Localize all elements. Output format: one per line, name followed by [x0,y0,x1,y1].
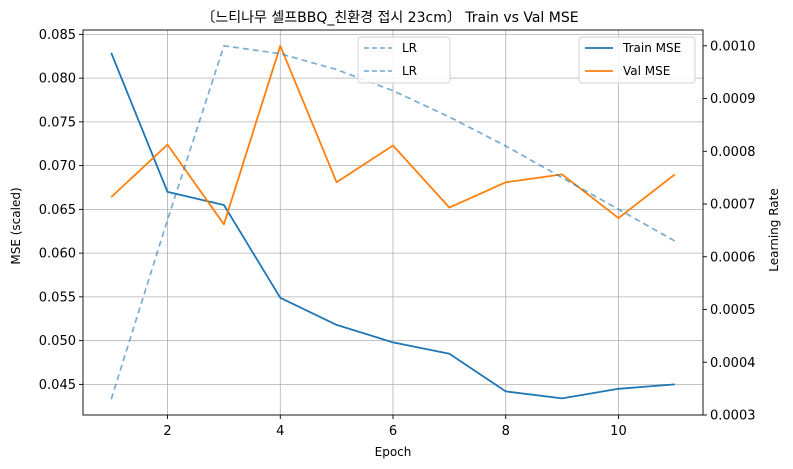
y-left-tick-label: 0.060 [39,247,76,262]
legend-lr-label-2: LR [402,64,417,78]
legend-mse: Train MSE Val MSE [578,36,696,84]
y-right-tick-label: 0.0006 [710,250,756,265]
y-left-tick-label: 0.070 [39,159,76,174]
y-right-tick-label: 0.0003 [710,409,756,424]
x-tick-label: 10 [610,424,627,439]
series-line-train-mse [110,52,675,400]
legend-val-label: Val MSE [623,64,670,78]
legend-train-label: Train MSE [622,41,681,55]
y-left-tick-label: 0.065 [39,203,76,218]
x-tick-label: 2 [163,424,171,439]
x-axis-label: Epoch [375,445,412,459]
y-right-tick-label: 0.0009 [710,92,756,107]
y-left-tick-label: 0.050 [39,334,76,349]
series-line-val-mse [110,44,676,226]
y-left-tick-label: 0.075 [39,115,76,130]
chart-title: 〔느티나무 셀프BBQ_친환경 접시 23cm〕 Train vs Val MS… [201,10,578,26]
y-left-tick-label: 0.080 [39,72,76,87]
x-tick-label: 6 [389,424,397,439]
y-axis-left-label: MSE (scaled) [9,187,23,264]
legend-lr: LR LR [357,36,451,84]
tick-layer: 2 4 6 8 10 0.045 0.050 0.055 0.060 0.065 0.070 0.07… [39,28,756,439]
series-layer [110,44,676,400]
y-left-tick-label: 0.085 [39,28,76,43]
y-left-tick-label: 0.045 [39,378,76,393]
y-left-tick-label: 0.055 [39,290,76,305]
y-right-tick-label: 0.0010 [710,39,756,54]
grid-layer [83,30,703,415]
legend-lr-label-1: LR [402,41,417,55]
y-right-tick-label: 0.0008 [710,145,756,160]
y-right-tick-label: 0.0004 [710,356,756,371]
x-tick-label: 4 [276,424,284,439]
y-right-tick-label: 0.0005 [710,303,756,318]
y-axis-right-label: Learning Rate [767,188,781,271]
y-right-tick-label: 0.0007 [710,198,756,213]
x-tick-label: 8 [502,424,510,439]
